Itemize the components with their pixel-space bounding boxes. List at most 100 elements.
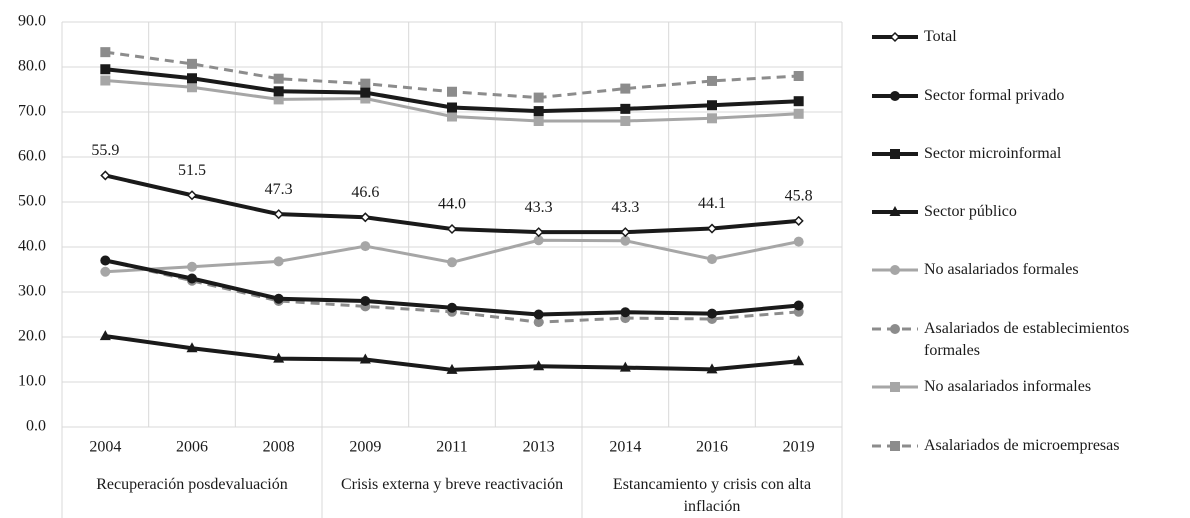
legend-swatch	[872, 382, 918, 392]
marker	[100, 75, 111, 86]
marker	[620, 235, 631, 246]
marker	[890, 324, 900, 334]
y-tick-label: 30.0	[18, 283, 46, 300]
marker	[889, 31, 901, 43]
marker	[620, 116, 631, 126]
marker	[187, 273, 197, 284]
legend-item: Sector formal privado	[868, 85, 1188, 107]
marker	[273, 209, 284, 220]
legend-swatch	[872, 265, 918, 275]
y-tick-label: 10.0	[18, 373, 46, 390]
marker	[533, 92, 544, 103]
marker	[187, 73, 197, 84]
legend-item: No asalariados formales	[868, 259, 1188, 281]
marker	[447, 111, 457, 122]
marker	[359, 353, 371, 364]
group-label: Crisis externa y breve reactivación	[340, 476, 564, 493]
y-tick-label: 70.0	[18, 103, 46, 120]
x-tick-label: 2008	[263, 439, 295, 456]
data-label: 43.3	[611, 199, 639, 216]
marker	[533, 360, 545, 371]
data-label: 51.5	[178, 162, 206, 179]
x-tick-label: 2019	[783, 439, 815, 456]
marker	[100, 170, 111, 181]
legend-swatch	[872, 324, 918, 334]
marker	[100, 266, 111, 277]
data-label: 44.0	[438, 196, 466, 213]
marker	[533, 106, 544, 117]
marker	[620, 83, 631, 94]
legend-label: Sector formal privado	[924, 87, 1065, 104]
marker	[793, 236, 804, 247]
marker	[273, 73, 284, 84]
marker	[533, 317, 544, 328]
marker	[187, 58, 197, 69]
marker	[889, 206, 901, 216]
legend-item: Sector microinformal	[868, 143, 1188, 165]
marker	[890, 91, 900, 101]
x-tick-label: 2006	[176, 439, 208, 456]
marker	[707, 254, 717, 265]
marker	[793, 215, 804, 226]
marker	[447, 302, 457, 313]
marker	[360, 93, 371, 104]
marker	[273, 352, 285, 363]
marker	[447, 86, 457, 97]
data-label: 43.3	[525, 199, 553, 216]
data-label: 55.9	[91, 142, 119, 159]
marker	[360, 212, 371, 223]
marker	[619, 361, 631, 372]
marker	[890, 149, 900, 159]
marker	[100, 255, 111, 266]
marker	[620, 103, 631, 114]
y-tick-label: 20.0	[18, 328, 46, 345]
legend-swatch	[872, 206, 918, 216]
marker	[186, 190, 198, 201]
legend-item: No asalariados informales	[868, 376, 1188, 398]
legend-swatch	[872, 441, 918, 451]
y-tick-label: 60.0	[18, 148, 46, 165]
legend-label: Sector microinformal	[924, 145, 1062, 162]
legend-item: Asalariados de establecimientos formales	[868, 318, 1188, 362]
x-tick-label: 2011	[436, 439, 467, 456]
marker	[273, 293, 284, 304]
marker	[793, 355, 805, 366]
marker	[707, 100, 717, 111]
marker	[793, 96, 804, 107]
marker	[273, 256, 284, 267]
marker	[707, 113, 717, 124]
marker	[360, 296, 371, 306]
x-tick-label: 2013	[523, 439, 555, 456]
legend-swatch	[872, 91, 918, 101]
legend-label: Sector público	[924, 203, 1017, 220]
x-tick-label: 2014	[609, 439, 641, 456]
x-tick-label: 2009	[349, 439, 381, 456]
marker	[793, 300, 804, 311]
y-tick-label: 80.0	[18, 58, 46, 75]
marker	[707, 308, 717, 319]
legend-item: Sector público	[868, 201, 1188, 223]
marker	[187, 261, 197, 272]
marker	[620, 307, 631, 318]
marker	[100, 47, 111, 58]
legend-swatch	[872, 31, 918, 43]
marker	[793, 108, 804, 119]
marker	[360, 241, 371, 252]
marker	[99, 330, 111, 341]
marker	[533, 227, 544, 238]
marker	[273, 86, 284, 97]
marker	[533, 309, 544, 320]
marker	[620, 227, 631, 238]
marker	[447, 102, 457, 113]
legend-swatch	[872, 149, 918, 159]
legend-item: Asalariados de microempresas	[868, 435, 1188, 457]
legend-label: Total	[924, 28, 957, 45]
x-tick-label: 2004	[89, 439, 121, 456]
data-label: 44.1	[698, 195, 726, 212]
data-label: 46.6	[351, 184, 379, 201]
marker	[100, 64, 111, 75]
marker	[446, 363, 458, 374]
marker	[890, 382, 900, 392]
y-tick-label: 50.0	[18, 193, 46, 210]
